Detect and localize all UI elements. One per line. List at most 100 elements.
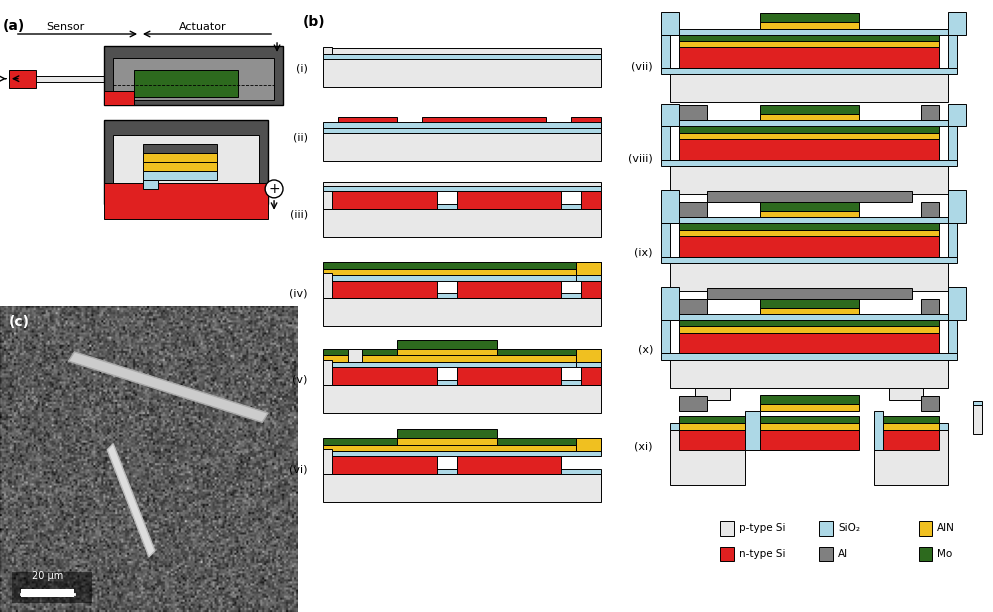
Bar (661, 217, 670, 256)
Bar (323, 204, 601, 209)
Bar (720, 547, 734, 561)
Polygon shape (330, 191, 437, 209)
Bar (679, 396, 707, 411)
Polygon shape (581, 191, 601, 209)
Bar (919, 547, 932, 561)
Bar (948, 12, 966, 35)
Text: p-type Si: p-type Si (739, 523, 785, 534)
Bar (113, 58, 274, 100)
Bar (679, 41, 939, 47)
Polygon shape (9, 70, 36, 88)
Bar (679, 222, 939, 230)
Bar (679, 319, 939, 326)
Text: (c): (c) (9, 315, 30, 329)
Bar (397, 429, 496, 438)
Bar (921, 202, 939, 217)
Text: Mo: Mo (937, 549, 952, 559)
Bar (670, 166, 948, 194)
Bar (323, 438, 601, 445)
Bar (323, 209, 601, 237)
Bar (323, 359, 332, 385)
Bar (576, 349, 601, 362)
Polygon shape (330, 280, 437, 299)
Bar (948, 190, 966, 223)
Bar (397, 438, 496, 445)
Bar (874, 411, 883, 450)
Bar (323, 127, 601, 133)
Polygon shape (330, 457, 437, 474)
Bar (679, 230, 939, 236)
Bar (819, 547, 833, 561)
Bar (661, 190, 679, 223)
Bar (143, 180, 158, 189)
Bar (661, 127, 670, 160)
Bar (760, 114, 859, 121)
Bar (661, 160, 957, 166)
Polygon shape (457, 280, 561, 299)
Bar (760, 201, 859, 211)
Polygon shape (338, 118, 397, 127)
Bar (397, 340, 496, 349)
Bar (695, 387, 730, 400)
Text: (xi): (xi) (635, 441, 653, 451)
Bar (323, 59, 601, 87)
Bar (576, 262, 601, 275)
Polygon shape (422, 118, 546, 127)
Text: (ii): (ii) (293, 133, 308, 143)
Polygon shape (457, 367, 561, 385)
Polygon shape (9, 76, 143, 81)
Bar (679, 105, 707, 121)
Bar (661, 29, 957, 35)
Bar (948, 313, 957, 354)
Bar (760, 105, 859, 114)
Text: +: + (268, 182, 280, 196)
Bar (323, 133, 601, 161)
Bar (661, 314, 957, 320)
Bar (323, 122, 601, 127)
Bar (323, 182, 601, 186)
Bar (760, 424, 859, 430)
Bar (921, 105, 939, 121)
Bar (760, 298, 859, 307)
Bar (707, 191, 912, 202)
Bar (143, 171, 217, 180)
Bar (874, 430, 939, 450)
Text: (iii): (iii) (290, 209, 308, 219)
Bar (113, 135, 259, 195)
Bar (760, 13, 859, 22)
Text: Sensor: Sensor (47, 21, 84, 32)
Bar (21, 589, 74, 597)
Bar (679, 133, 939, 140)
Bar (679, 202, 707, 217)
Text: (b): (b) (303, 15, 326, 29)
Bar (104, 183, 268, 218)
Text: (i): (i) (296, 64, 308, 74)
Bar (919, 521, 932, 536)
Text: (v): (v) (293, 375, 308, 385)
Bar (661, 353, 957, 359)
Bar (323, 449, 332, 474)
Bar (819, 521, 833, 536)
Bar (661, 103, 679, 127)
Bar (323, 445, 601, 452)
Bar (661, 12, 679, 35)
Bar (670, 360, 948, 387)
Bar (883, 416, 939, 424)
Bar (874, 430, 948, 485)
Bar (874, 424, 948, 430)
Text: (vii): (vii) (632, 61, 653, 72)
Bar (679, 34, 939, 41)
Bar (323, 293, 601, 299)
Bar (670, 424, 745, 430)
Bar (679, 48, 939, 68)
Bar (323, 349, 601, 356)
Bar (104, 46, 283, 105)
Bar (576, 275, 601, 280)
Bar (883, 424, 939, 430)
Bar (679, 125, 939, 133)
Text: (viii): (viii) (629, 153, 653, 163)
Bar (948, 287, 966, 320)
Bar (323, 269, 601, 275)
Text: Actuator: Actuator (179, 21, 226, 32)
Bar (760, 405, 859, 411)
